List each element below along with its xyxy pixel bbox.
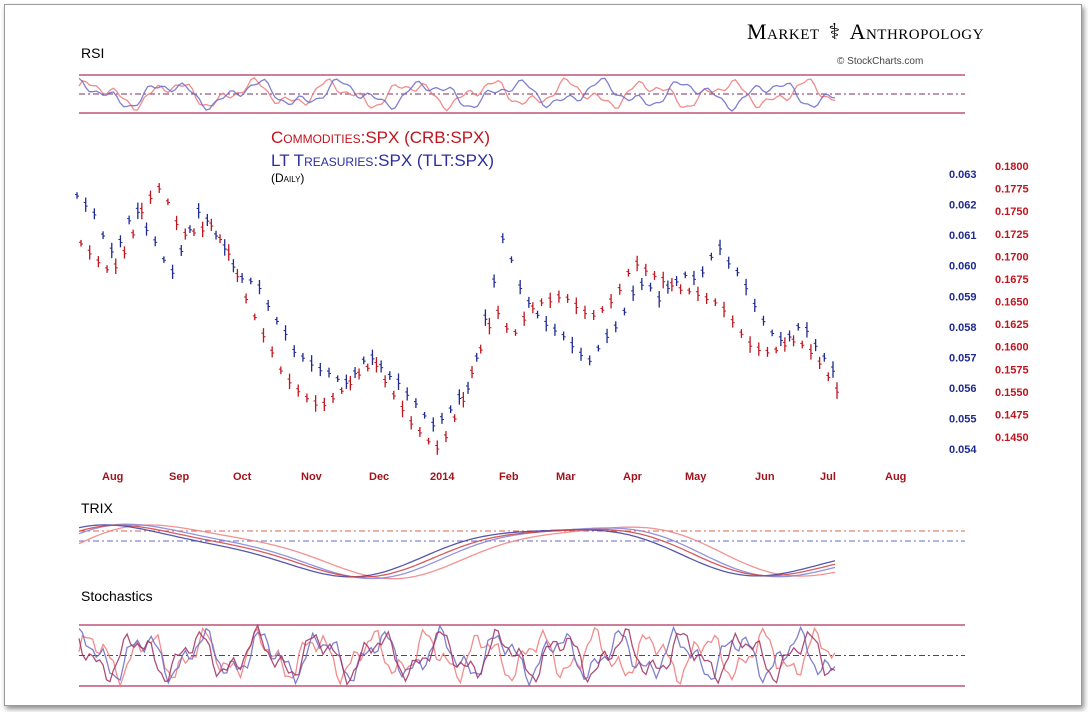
month-label: Mar bbox=[556, 471, 576, 483]
tlt-axis-tick: 0.062 bbox=[949, 200, 977, 212]
tlt-axis-tick: 0.061 bbox=[949, 230, 977, 242]
brand-title: Market ⚕ Anthropology bbox=[747, 19, 984, 45]
trix-tlt-signal bbox=[78, 524, 836, 578]
trix-tlt-line bbox=[78, 523, 836, 580]
legend-commodities: Commodities:SPX (CRB:SPX) bbox=[271, 128, 491, 147]
crb-axis-tick: 0.1575 bbox=[995, 364, 1029, 376]
crb-axis-tick: 0.1475 bbox=[995, 409, 1029, 421]
trix-crb-signal bbox=[78, 524, 836, 578]
crb-axis-tick: 0.1650 bbox=[995, 297, 1029, 309]
month-label: Jun bbox=[755, 471, 775, 483]
crb-axis-tick: 0.1550 bbox=[995, 387, 1029, 399]
main-chart: 0.063 0.062 0.061 0.060 0.059 0.058 0.057 0.056… bbox=[75, 74, 1029, 688]
month-label: Jul bbox=[820, 471, 836, 483]
month-label: Aug bbox=[102, 471, 123, 483]
month-label: Aug bbox=[885, 471, 906, 483]
brand-left: Market bbox=[747, 19, 820, 44]
stochastics-label: Stochastics bbox=[81, 588, 153, 604]
chart-frame: 0.063 0.062 0.061 0.060 0.059 0.058 0.057 0.056… bbox=[4, 4, 1082, 706]
month-label: Sep bbox=[169, 471, 189, 483]
tlt-axis-tick: 0.059 bbox=[949, 291, 977, 303]
credit: © StockCharts.com bbox=[837, 56, 924, 67]
legend-treasuries: LT Treasuries:SPX (TLT:SPX) bbox=[271, 151, 495, 170]
month-label: Dec bbox=[369, 471, 389, 483]
stoch-signal-line bbox=[78, 623, 836, 686]
trix-crb-line bbox=[78, 524, 836, 580]
tlt-axis-tick: 0.054 bbox=[949, 444, 977, 456]
tlt-axis-tick: 0.055 bbox=[949, 413, 977, 425]
month-label: Apr bbox=[623, 471, 643, 483]
tlt-axis-tick: 0.058 bbox=[949, 322, 977, 334]
month-label: Feb bbox=[499, 471, 519, 483]
crb-axis-tick: 0.1600 bbox=[995, 342, 1029, 354]
crb-axis-tick: 0.1700 bbox=[995, 251, 1029, 263]
crb-axis-tick: 0.1675 bbox=[995, 274, 1029, 286]
tlt-axis-tick: 0.057 bbox=[949, 352, 977, 364]
tlt-axis-tick: 0.056 bbox=[949, 383, 977, 395]
crb-axis-tick: 0.1625 bbox=[995, 319, 1029, 331]
month-label: Nov bbox=[301, 471, 323, 483]
rsi-label: RSI bbox=[81, 45, 105, 61]
month-label: Oct bbox=[233, 471, 252, 483]
legend-frequency: (Daily) bbox=[271, 171, 305, 185]
crb-axis-tick: 0.1750 bbox=[995, 206, 1029, 218]
trix-label: TRIX bbox=[81, 500, 113, 516]
month-label: May bbox=[685, 471, 707, 483]
tlt-axis-tick: 0.063 bbox=[949, 169, 977, 181]
crb-axis-tick: 0.1800 bbox=[995, 161, 1029, 173]
dna-logo-icon: ⚕ bbox=[828, 19, 841, 44]
brand-right: Anthropology bbox=[849, 19, 984, 44]
rsi-tlt-line bbox=[78, 77, 836, 112]
month-label: 2014 bbox=[430, 471, 455, 483]
crb-axis-tick: 0.1775 bbox=[995, 184, 1029, 196]
crb-axis-tick: 0.1725 bbox=[995, 229, 1029, 241]
tlt-axis-tick: 0.060 bbox=[949, 261, 977, 273]
crb-axis-tick: 0.1450 bbox=[995, 432, 1029, 444]
